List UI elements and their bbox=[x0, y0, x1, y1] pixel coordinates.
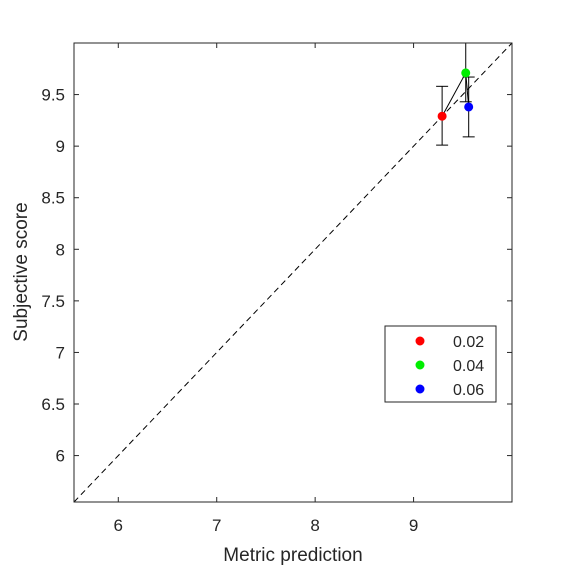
y-axis-label: Subjective score bbox=[11, 202, 32, 341]
data-point-0.04 bbox=[461, 68, 471, 78]
y-tick-label: 8 bbox=[56, 240, 65, 259]
y-tick-label: 9 bbox=[56, 137, 65, 156]
y-tick-label: 7.5 bbox=[41, 292, 65, 311]
x-tick-label: 6 bbox=[114, 516, 123, 535]
x-tick-label: 8 bbox=[310, 516, 319, 535]
axes-box bbox=[73, 42, 513, 503]
legend-label-0.04: 0.04 bbox=[453, 358, 484, 375]
legend-marker-0.06 bbox=[415, 384, 425, 394]
legend: 0.02 0.04 0.06 bbox=[384, 325, 497, 403]
legend-box bbox=[384, 325, 497, 403]
y-tick-label: 8.5 bbox=[41, 189, 65, 208]
x-tick-label: 7 bbox=[212, 516, 221, 535]
y-tick-label: 6 bbox=[56, 447, 65, 466]
y-tick-label: 9.5 bbox=[41, 86, 65, 105]
legend-label-0.06: 0.06 bbox=[453, 382, 484, 399]
legend-marker-0.04 bbox=[415, 360, 425, 370]
legend-marker-0.02 bbox=[415, 336, 425, 346]
legend-label-0.02: 0.02 bbox=[453, 334, 484, 351]
data-point-0.02 bbox=[437, 111, 447, 121]
x-tick-label: 9 bbox=[409, 516, 418, 535]
identity-reference-line bbox=[73, 42, 513, 503]
y-tick-label: 6.5 bbox=[41, 395, 65, 414]
y-tick-label: 7 bbox=[56, 343, 65, 362]
data-point-0.06 bbox=[464, 102, 474, 112]
x-axis-label: Metric prediction bbox=[223, 545, 362, 566]
